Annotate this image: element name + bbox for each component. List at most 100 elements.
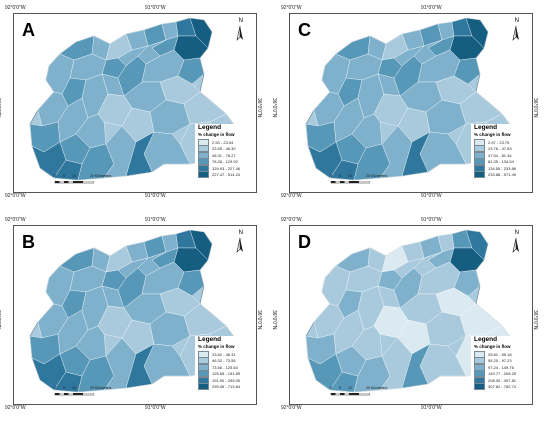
longitude-label-mid: 91°0'0"W xyxy=(421,5,442,11)
scale-bar-graphic xyxy=(330,393,370,396)
legend-rows: 23.82 - 46.31 46.32 - 73.55 73.56 - 125.64… xyxy=(195,350,253,391)
scale-bar: 0 5 10 20 Kilometers xyxy=(330,174,420,188)
legend-subtitle: % change in flow xyxy=(198,344,235,349)
scale-label-20: 20 Kilometers xyxy=(90,174,112,178)
sub-basin xyxy=(189,17,213,49)
legend-label: 191.90 - 299.05 xyxy=(212,377,241,383)
scale-bar: 0 5 10 20 Kilometers xyxy=(54,174,144,188)
legend-title: Legend xyxy=(198,124,222,131)
legend-label: 47.54 - 81.34 xyxy=(488,152,512,158)
map-panel-b: 92°0'0"W 91°0'0"W 36°0'0"N 36°0'0"N B N … xyxy=(0,215,265,411)
longitude-label-bottom-mid: 91°0'0"W xyxy=(145,193,166,199)
longitude-label-left: 92°0'0"W xyxy=(5,217,26,223)
map-frame: B N 0 5 10 20 Kilometers Legend % change… xyxy=(13,225,257,405)
legend: Legend % change in flow 2.53 - 23.54 23.5… xyxy=(195,124,253,190)
longitude-label-bottom-mid: 91°0'0"W xyxy=(145,405,166,411)
map-frame: A N 0 5 10 20 Kilometers Legend % change… xyxy=(13,13,257,193)
latitude-label-left: 36°0'0"N xyxy=(271,310,277,330)
scale-bar: 0 5 10 20 Kilometers xyxy=(330,386,420,400)
sub-basin xyxy=(465,229,489,261)
legend-item: 307.82 - 782.74 xyxy=(474,383,529,391)
watershed-map xyxy=(29,229,239,393)
panel-letter: C xyxy=(298,20,311,40)
legend-title: Legend xyxy=(474,336,498,343)
legend-label: 208.30 - 307.81 xyxy=(488,377,517,383)
legend-swatch xyxy=(198,383,209,391)
scale-bar-graphic xyxy=(54,393,94,396)
sub-basin xyxy=(177,57,205,85)
sub-basin xyxy=(125,343,155,389)
latitude-label-left: 36°0'0"N xyxy=(0,310,1,329)
sub-basin xyxy=(401,131,431,177)
legend: Legend % change in flow 2.57 - 23.75 23.7… xyxy=(471,124,529,190)
scale-label-20: 20 Kilometers xyxy=(366,174,388,178)
legend: Legend % change in flow 25.81 - 55.18 55.… xyxy=(471,336,529,402)
scale-label-0: 0 xyxy=(330,386,332,390)
legend-rows: 2.57 - 23.75 23.76 - 47.53 47.54 - 81.34 81… xyxy=(471,138,529,179)
longitude-label-bottom-mid: 91°0'0"W xyxy=(421,193,442,199)
legend-label: 55.20 - 97.23 xyxy=(488,358,512,364)
north-arrow-icon xyxy=(236,25,243,41)
scale-label-10: 10 xyxy=(348,174,352,178)
north-arrow-icon xyxy=(512,25,519,41)
north-label: N xyxy=(238,18,243,24)
longitude-label-left: 92°0'0"W xyxy=(281,217,302,223)
legend-rows: 2.53 - 23.54 23.55 - 46.30 46.31 - 78.27 78… xyxy=(195,138,253,179)
legend-item: 299.06 - 713.84 xyxy=(198,383,253,391)
legend-label: 81.35 - 134.54 xyxy=(488,159,514,165)
scale-bar-graphic xyxy=(54,181,94,184)
map-panel-c: 92°0'0"W 91°0'0"W 36°0'0"N 36°0'0"N C N … xyxy=(271,3,541,199)
longitude-label-mid: 91°0'0"W xyxy=(145,5,166,11)
legend-label: 73.56 - 125.64 xyxy=(212,364,238,370)
legend-label: 307.82 - 782.74 xyxy=(488,384,517,390)
latitude-label-left: 36°0'0"N xyxy=(0,98,1,117)
north-arrow-icon xyxy=(236,237,243,253)
legend-label: 129.93 - 227.46 xyxy=(212,165,241,171)
scale-label-0: 0 xyxy=(330,174,332,178)
legend-item: 233.88 - 571.49 xyxy=(474,171,529,179)
sub-basin xyxy=(401,343,431,389)
legend-label: 23.55 - 46.30 xyxy=(212,146,236,152)
longitude-label-bottom-left: 92°0'0"W xyxy=(5,405,26,411)
legend-rows: 25.81 - 55.18 55.20 - 97.23 97.24 - 149.76… xyxy=(471,350,529,391)
legend: Legend % change in flow 23.82 - 46.31 46.… xyxy=(195,336,253,402)
legend-title: Legend xyxy=(474,124,498,131)
legend-label: 97.24 - 149.76 xyxy=(488,364,514,370)
scale-label-0: 0 xyxy=(54,174,56,178)
scale-label-0: 0 xyxy=(54,386,56,390)
legend-label: 125.65 - 191.89 xyxy=(212,371,241,377)
sub-basin xyxy=(177,269,205,297)
legend-label: 2.53 - 23.54 xyxy=(212,139,234,145)
north-label: N xyxy=(514,230,519,236)
scale-label-10: 10 xyxy=(348,386,352,390)
legend-subtitle: % change in flow xyxy=(198,132,235,137)
scale-bar-graphic xyxy=(330,181,370,184)
scale-label-5: 5 xyxy=(339,386,341,390)
map-frame: C N 0 5 10 20 Kilometers Legend % change… xyxy=(289,13,533,193)
longitude-label-bottom-mid: 91°0'0"W xyxy=(421,405,442,411)
longitude-label-bottom-left: 92°0'0"W xyxy=(281,193,302,199)
sub-basin xyxy=(453,269,481,297)
legend-label: 233.88 - 571.49 xyxy=(488,172,517,178)
sub-basin xyxy=(465,17,489,49)
scale-label-10: 10 xyxy=(72,174,76,178)
latitude-label-left: 36°0'0"N xyxy=(271,98,277,118)
legend-label: 134.55 - 233.86 xyxy=(488,165,517,171)
legend-subtitle: % change in flow xyxy=(474,344,511,349)
legend-label: 299.06 - 713.84 xyxy=(212,384,241,390)
scale-label-20: 20 Kilometers xyxy=(90,386,112,390)
scale-label-5: 5 xyxy=(339,174,341,178)
longitude-label-left: 92°0'0"W xyxy=(281,5,302,11)
panel-letter: D xyxy=(298,232,311,252)
map-frame: D N 0 5 10 20 Kilometers Legend % change… xyxy=(289,225,533,405)
scale-bar: 0 5 10 20 Kilometers xyxy=(54,386,144,400)
legend-title: Legend xyxy=(198,336,222,343)
legend-label: 2.57 - 23.75 xyxy=(488,139,510,145)
scale-label-20: 20 Kilometers xyxy=(366,386,388,390)
longitude-label-mid: 91°0'0"W xyxy=(421,217,442,223)
panel-letter: A xyxy=(22,20,35,40)
watershed-map xyxy=(305,17,515,181)
legend-swatch xyxy=(474,383,485,391)
legend-label: 23.82 - 46.31 xyxy=(212,351,236,357)
sub-basin xyxy=(189,229,213,261)
